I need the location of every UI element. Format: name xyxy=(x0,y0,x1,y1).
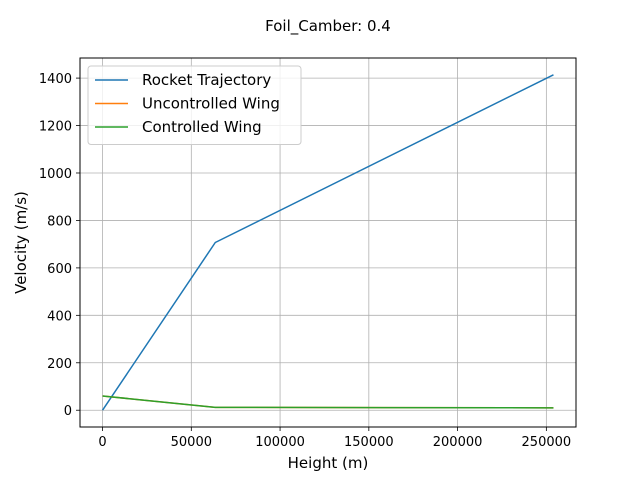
y-axis-label: Velocity (m/s) xyxy=(12,191,30,294)
y-tick-label: 600 xyxy=(47,262,72,277)
legend-frame xyxy=(87,65,302,145)
chart-title: Foil_Camber: 0.4 xyxy=(265,17,391,36)
plot-frame xyxy=(79,57,577,428)
x-tick-label: 150000 xyxy=(344,435,394,450)
legend-label-2: Controlled Wing xyxy=(142,118,262,136)
y-tick-label: 400 xyxy=(47,309,72,324)
x-tick-label: 0 xyxy=(98,435,106,450)
ticks: 0 50000 100000 150000 200000 250000 0 200 400 600… xyxy=(39,72,571,450)
x-tick-label: 250000 xyxy=(522,435,572,450)
legend: Rocket Trajectory Uncontrolled Wing Contro… xyxy=(87,65,302,145)
series-line-2 xyxy=(102,395,554,409)
series-layer xyxy=(101,74,554,411)
x-axis-label: Height (m) xyxy=(288,454,369,472)
series-line-0 xyxy=(101,74,554,411)
y-tick-label: 0 xyxy=(64,404,72,419)
y-tick-label: 200 xyxy=(47,357,72,372)
y-tick-label: 1000 xyxy=(39,167,72,182)
y-tick-label: 800 xyxy=(47,214,72,229)
x-tick-label: 100000 xyxy=(255,435,305,450)
x-tick-label: 200000 xyxy=(433,435,483,450)
x-tick-label: 50000 xyxy=(171,435,212,450)
grid xyxy=(80,58,576,427)
y-tick-label: 1400 xyxy=(39,72,72,87)
y-tick-label: 1200 xyxy=(39,120,72,135)
series-line-1 xyxy=(102,395,554,409)
legend-label-1: Uncontrolled Wing xyxy=(142,95,280,113)
legend-label-0: Rocket Trajectory xyxy=(142,71,271,89)
